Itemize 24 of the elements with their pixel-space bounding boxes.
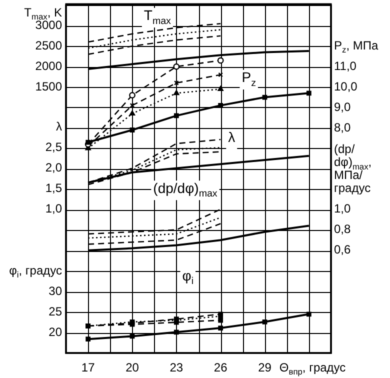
y2-tick-label: 9,0 [334, 100, 352, 114]
y2-tick-label: 11,0 [334, 58, 357, 73]
x-tick-label: 23 [170, 360, 184, 374]
y2-tick-label: 10,0 [334, 79, 358, 94]
y-tick-label: 20 [48, 324, 62, 339]
x-tick-label: 26 [214, 360, 228, 374]
y-tick-label: 1,0 [45, 202, 62, 216]
annotation: λ [228, 129, 236, 146]
y-tick-label: 25 [48, 304, 62, 318]
y2-tick-label: 8,0 [334, 120, 352, 134]
y-tick-label: 1,5 [45, 181, 62, 196]
y2-tick-label: 0,8 [334, 222, 352, 236]
y-tick-label: 2000 [35, 58, 62, 73]
y-tick-label: 2,0 [45, 160, 62, 175]
y2-tick-label: 0,6 [334, 242, 352, 257]
x-tick-label: 17 [81, 360, 96, 374]
y-tick-label: 2500 [35, 38, 62, 52]
y-tick-label: 1500 [35, 79, 62, 94]
x-tick-label: 20 [126, 360, 140, 374]
y-tick-label: 30 [48, 284, 62, 298]
y-axis-title: λ [56, 119, 62, 134]
y-tick-label: 2,5 [45, 140, 62, 154]
y2-tick-label: 1,0 [334, 202, 352, 216]
x-tick-label: 29 [258, 360, 272, 374]
